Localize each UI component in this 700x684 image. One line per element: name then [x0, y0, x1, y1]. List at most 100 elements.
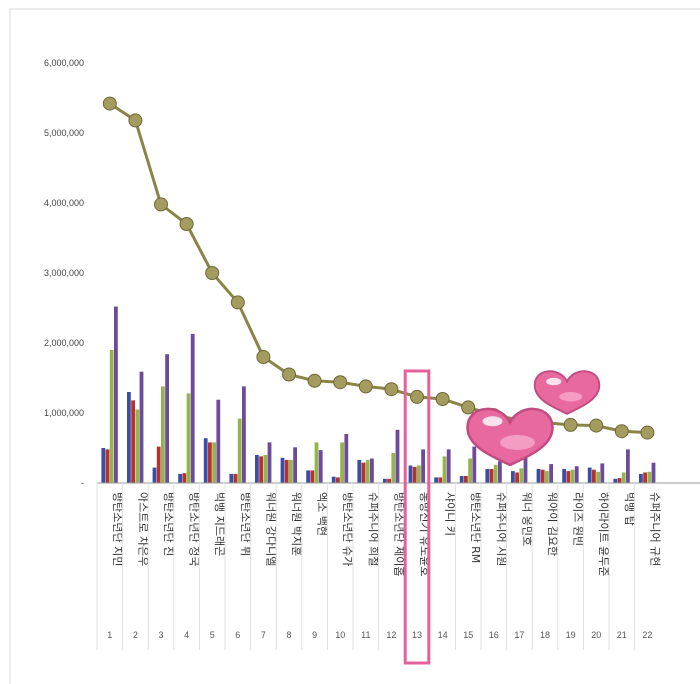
x-category-label: 하이라이트 윤두준 [597, 492, 611, 576]
line-point [461, 400, 476, 415]
bar [566, 471, 571, 483]
bar [383, 478, 387, 483]
bar [259, 456, 263, 483]
x-category-label: 워너원 강다니엘 [264, 492, 277, 566]
bar [101, 448, 106, 483]
bar [617, 478, 622, 483]
bar [216, 399, 221, 483]
rank-label: 15 [463, 630, 473, 640]
bar [190, 333, 195, 483]
rank-label: 18 [540, 630, 550, 640]
bar [639, 473, 643, 483]
line-point [614, 424, 629, 439]
bar [182, 473, 187, 483]
heart-icon [466, 407, 554, 467]
x-category-label: 엑소 백현 [316, 492, 329, 536]
rank-label: 19 [566, 630, 576, 640]
bar [647, 471, 652, 483]
bar [340, 442, 344, 483]
bar [357, 459, 362, 483]
bar [229, 473, 234, 483]
bar [438, 477, 443, 483]
bar [156, 446, 161, 483]
bar [621, 472, 626, 483]
line-point [563, 417, 578, 432]
line-point [154, 197, 168, 212]
bar [314, 442, 319, 483]
rank-label: 3 [158, 630, 163, 640]
bar [421, 449, 425, 483]
bar [263, 455, 268, 483]
bar [626, 449, 630, 483]
bar [255, 455, 259, 483]
bar [562, 469, 566, 483]
y-tick-label: - [81, 478, 84, 488]
bar [600, 463, 605, 483]
bar [412, 466, 417, 483]
rank-label: 4 [184, 630, 189, 640]
bar [242, 386, 246, 483]
bar [109, 350, 114, 483]
bar [127, 392, 131, 483]
y-tick-label: 4,000,000 [44, 198, 84, 208]
bar [395, 429, 400, 483]
x-category-label: 워아이 김요한 [546, 492, 559, 556]
bar [536, 469, 541, 483]
line-point [307, 373, 322, 388]
bar [574, 466, 579, 483]
x-axis: 방탄소년단 지민 1 아스트로 차은우 2 방탄소년단 진 3 방탄소년단 정국 4 빅뱅 지드… [96, 482, 700, 650]
bar [139, 371, 144, 483]
bar [459, 476, 464, 483]
bar [417, 465, 421, 483]
bar [515, 472, 519, 483]
line-point [256, 350, 271, 364]
rank-label: 2 [133, 630, 138, 640]
rank-label: 12 [386, 630, 396, 640]
bar [498, 461, 502, 483]
x-category-label: 방탄소년단 지민 [111, 492, 124, 566]
bar [208, 442, 212, 483]
bar [387, 478, 391, 483]
line-point [333, 375, 348, 390]
line-point [589, 418, 604, 433]
rank-label: 10 [335, 630, 345, 640]
x-category-label: 방탄소년단 뷔 [239, 492, 252, 556]
line-point [358, 379, 373, 394]
bar [545, 471, 549, 483]
y-axis: 6,000,000 5,000,000 4,000,000 3,000,000 2,00… [44, 58, 84, 488]
line-point [128, 113, 143, 128]
x-category-label: 워너원 박지훈 [290, 492, 303, 556]
bar [485, 469, 490, 483]
bar [361, 462, 366, 483]
x-category-label: 샤이니 키 [444, 492, 457, 536]
x-category-label: 워너 옹민호 [520, 492, 533, 546]
y-tick-label: 2,000,000 [44, 338, 84, 348]
rank-label: 16 [489, 630, 499, 640]
bar [434, 477, 438, 483]
y-tick-label: 3,000,000 [44, 268, 84, 278]
bar [596, 471, 600, 483]
rank-label: 1 [107, 630, 112, 640]
bar [284, 459, 289, 483]
bar [651, 462, 656, 483]
bar [306, 470, 310, 483]
x-category-label: 방탄소년단 진 [162, 492, 175, 556]
bar [135, 409, 140, 483]
x-category-label: 아스트로 차은우 [136, 492, 149, 566]
bar [331, 476, 336, 483]
bar [613, 478, 618, 483]
bar [203, 438, 208, 483]
line-point [230, 295, 245, 310]
chart-frame [9, 8, 700, 684]
bar [237, 418, 242, 483]
x-category-label: 슈퍼주니어 희철 [367, 492, 380, 566]
bar [446, 449, 451, 483]
rank-label: 6 [235, 630, 240, 640]
bar [493, 464, 498, 483]
bar [233, 473, 238, 483]
bar [293, 447, 297, 483]
bar [523, 457, 528, 483]
line-point [435, 392, 450, 406]
bar [442, 456, 447, 483]
